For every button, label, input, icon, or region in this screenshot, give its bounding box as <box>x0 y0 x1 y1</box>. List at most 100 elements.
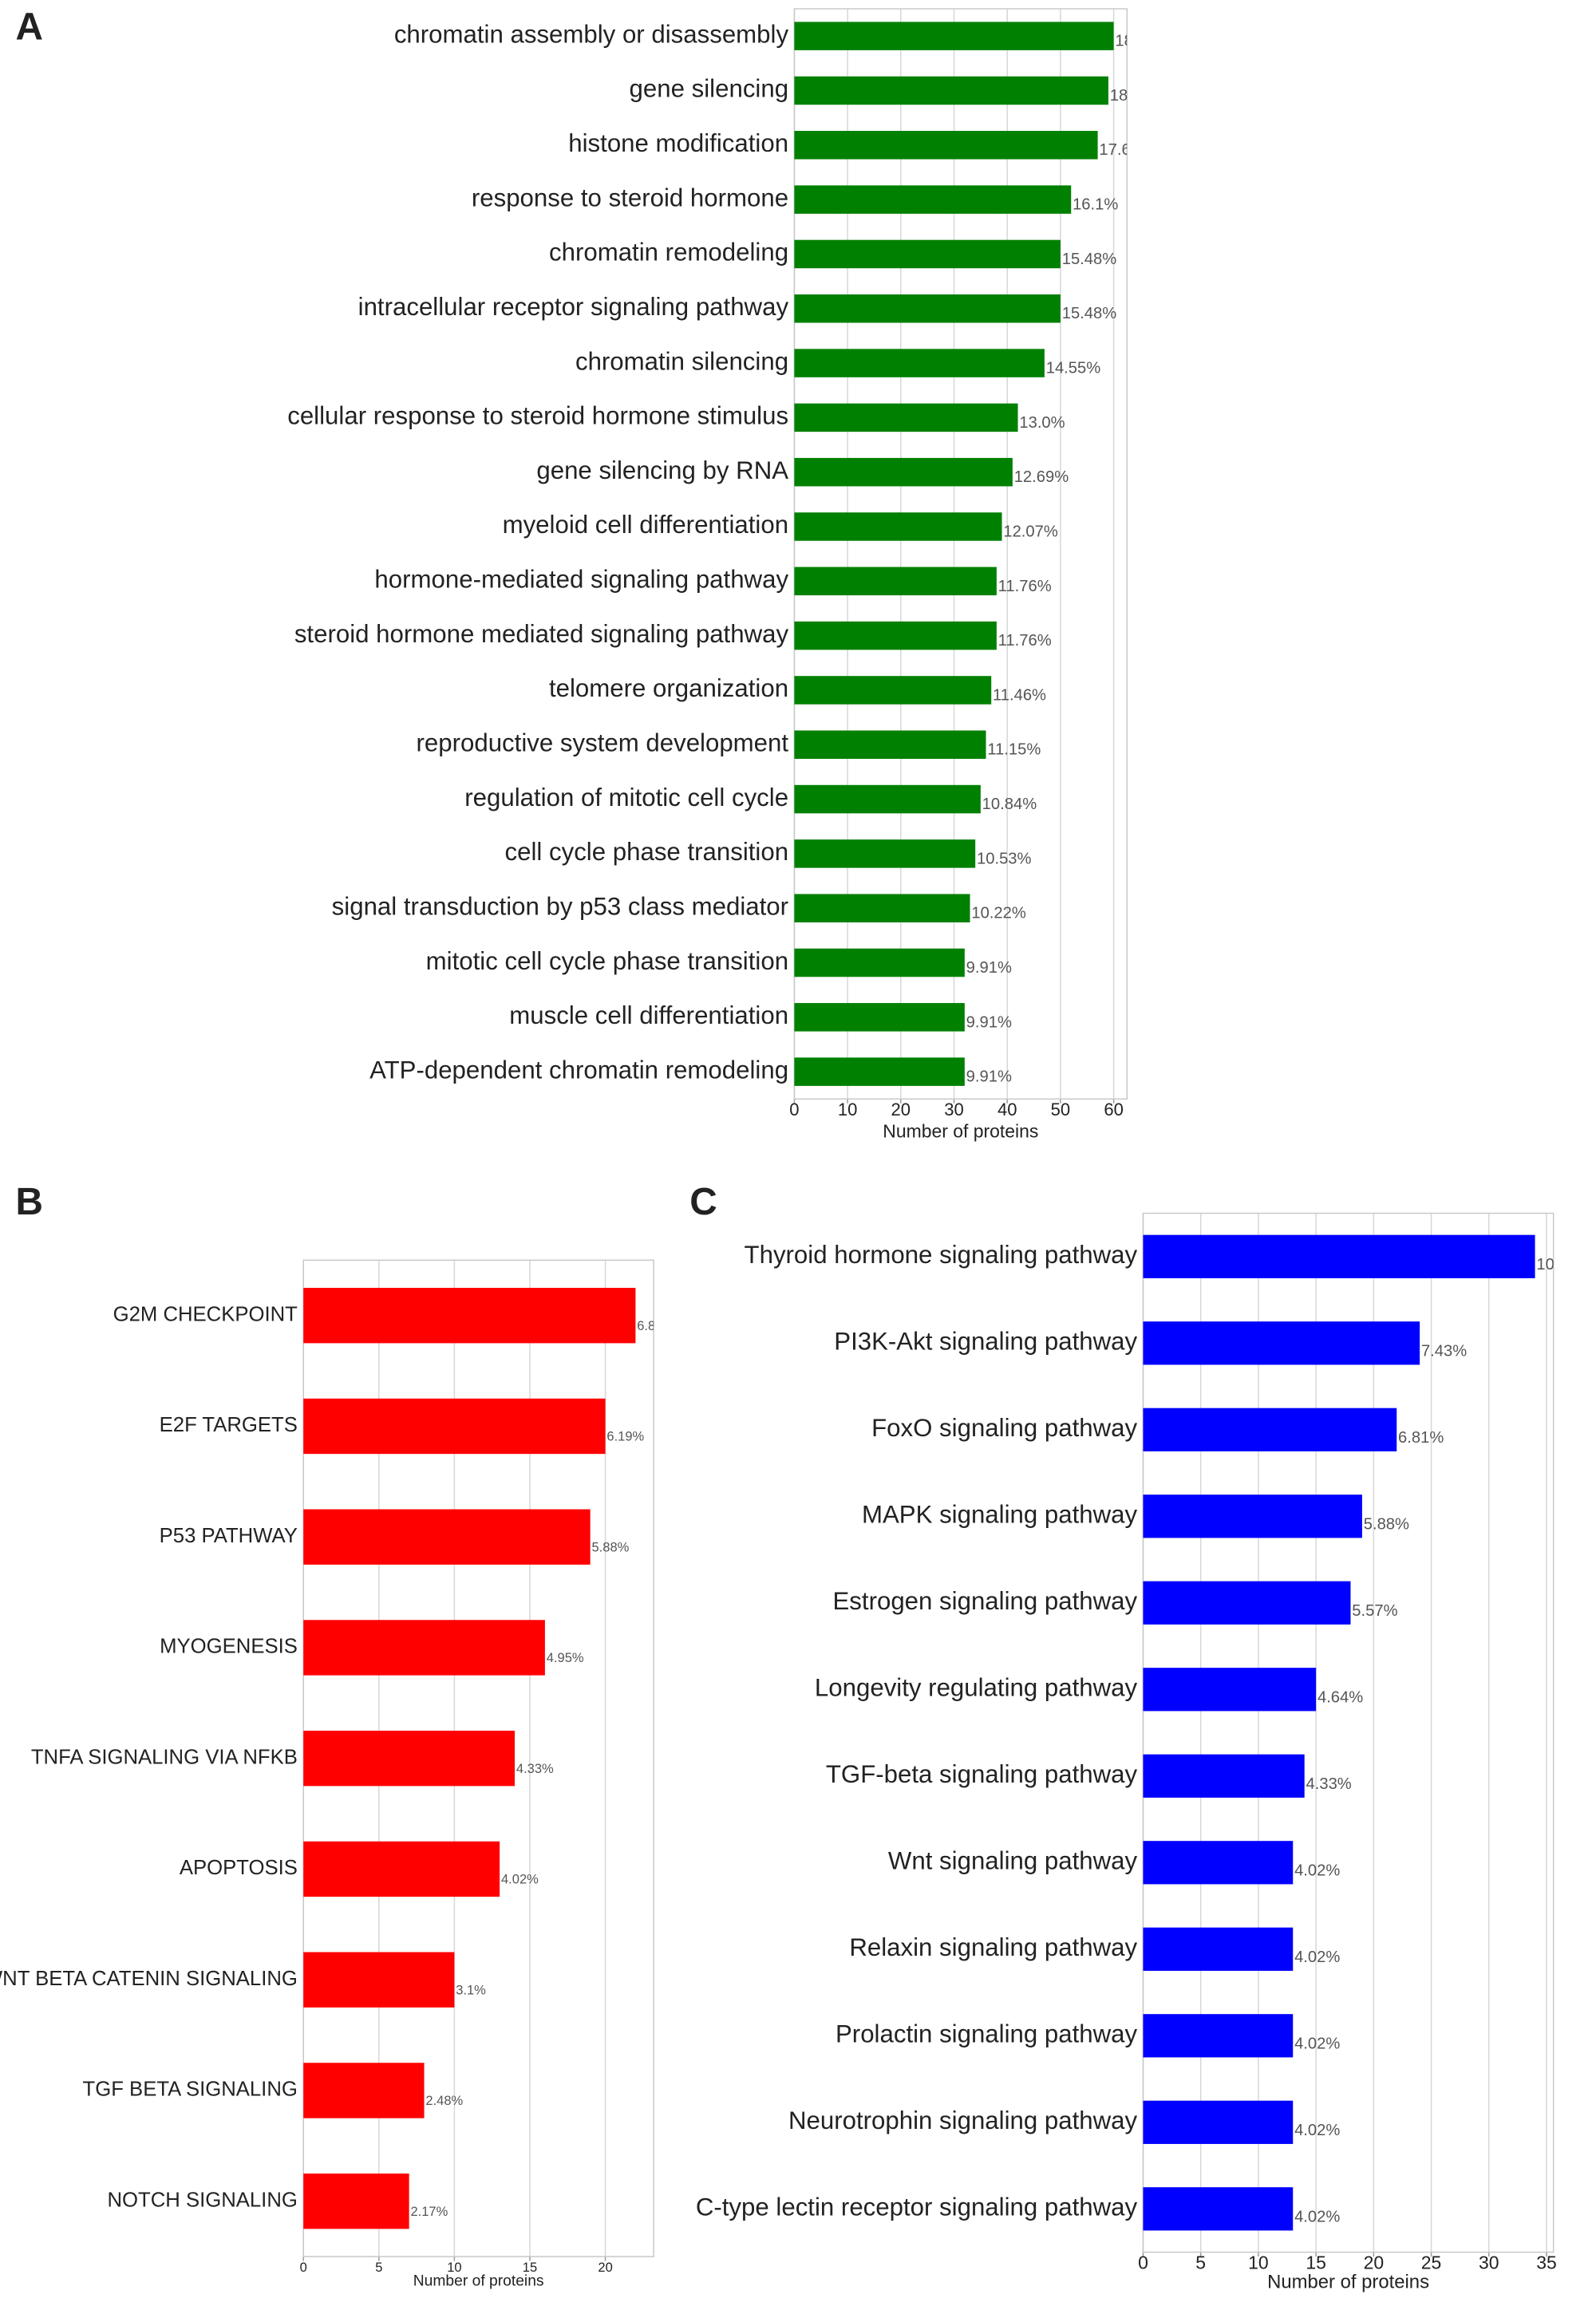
x-axis-label: Number of proteins <box>883 1121 1038 1142</box>
x-axis-label: Number of proteins <box>1267 2271 1429 2292</box>
x-tick-label: 60 <box>1104 1100 1124 1119</box>
plot-frame <box>1142 1212 1555 2253</box>
value-label: 11.15% <box>987 741 1041 759</box>
y-tick-label: histone modification <box>568 129 788 157</box>
x-tick-label: 5 <box>375 2260 382 2275</box>
y-tick-label: WNT BETA CATENIN SIGNALING <box>0 1968 298 1990</box>
x-tick-label: 0 <box>1138 2252 1148 2272</box>
value-label: 7.43% <box>1421 1342 1467 1360</box>
y-tick-label: chromatin remodeling <box>549 239 788 267</box>
bar <box>794 294 1061 323</box>
value-label: 12.07% <box>1003 523 1058 540</box>
bar <box>794 1057 965 1086</box>
x-tick-label: 20 <box>1364 2252 1385 2272</box>
value-label: 10.53% <box>1536 1256 1591 1273</box>
y-tick-label: Wnt signaling pathway <box>888 1847 1138 1875</box>
bar <box>794 676 992 705</box>
y-tick-label: cell cycle phase transition <box>505 838 789 866</box>
y-tick-label: Neurotrophin signaling pathway <box>788 2107 1138 2134</box>
plot-frame <box>793 8 1128 1100</box>
bar <box>794 948 965 977</box>
value-label: 16.1% <box>1073 196 1118 214</box>
bar <box>794 730 986 760</box>
bar <box>794 894 970 922</box>
y-tick-label: cellular response to steroid hormone sti… <box>287 402 788 430</box>
bar <box>303 1288 636 1344</box>
value-label: 4.02% <box>501 1872 539 1887</box>
x-tick-label: 30 <box>944 1100 964 1119</box>
bar <box>794 239 1061 269</box>
bar <box>1143 1234 1535 1278</box>
value-label: 4.95% <box>547 1650 584 1665</box>
y-tick-label: TGF BETA SIGNALING <box>83 2079 298 2101</box>
bar <box>1143 1927 1294 1971</box>
bar <box>1143 2014 1294 2058</box>
bar <box>1143 2187 1294 2231</box>
y-tick-label: gene silencing by RNA <box>536 456 788 484</box>
value-label: 18.27% <box>1110 87 1165 105</box>
x-axis-label: Number of proteins <box>413 2272 544 2289</box>
y-tick-label: C-type lectin receptor signaling pathway <box>696 2193 1138 2221</box>
value-label: 9.91% <box>966 1068 1012 1086</box>
bar <box>303 1509 591 1565</box>
value-label: 12.69% <box>1014 468 1069 486</box>
value-label: 6.81% <box>637 1318 674 1333</box>
bar <box>1143 1754 1305 1798</box>
bar <box>794 457 1013 487</box>
value-label: 15.48% <box>1062 305 1117 322</box>
y-tick-label: Thyroid hormone signaling pathway <box>745 1241 1138 1269</box>
bar <box>794 512 1002 541</box>
y-tick-label: P53 PATHWAY <box>160 1525 298 1547</box>
bar <box>303 1841 500 1897</box>
y-tick-label: chromatin silencing <box>575 347 788 375</box>
x-tick-label: 10 <box>838 1100 858 1119</box>
value-label: 4.33% <box>1306 1775 1352 1793</box>
x-tick-label: 25 <box>1421 2252 1442 2272</box>
y-tick-label: MYOGENESIS <box>160 1636 298 1658</box>
panel-label: B <box>16 1181 43 1223</box>
bar <box>1143 1495 1362 1538</box>
bar <box>1143 1408 1397 1451</box>
bar <box>303 2063 425 2118</box>
bar <box>794 185 1072 214</box>
y-tick-label: signal transduction by p53 class mediato… <box>332 892 788 920</box>
value-label: 4.02% <box>1294 2209 1340 2226</box>
x-tick-label: 20 <box>891 1100 911 1119</box>
bar <box>794 349 1045 377</box>
bar <box>1143 1668 1317 1712</box>
value-label: 3.1% <box>456 1982 486 1997</box>
y-tick-label: reproductive system development <box>417 729 789 757</box>
x-tick-label: 15 <box>523 2260 537 2275</box>
bar <box>794 1003 965 1032</box>
value-label: 15.48% <box>1062 251 1117 268</box>
value-label: 18.58% <box>1115 33 1170 50</box>
bar <box>794 22 1114 50</box>
x-tick-label: 15 <box>1306 2252 1326 2272</box>
value-label: 11.46% <box>993 686 1046 704</box>
y-tick-label: Estrogen signaling pathway <box>833 1587 1138 1615</box>
bar <box>303 1952 455 2008</box>
x-tick-label: 40 <box>998 1100 1017 1119</box>
value-label: 6.81% <box>1398 1429 1444 1447</box>
value-label: 10.84% <box>982 796 1037 813</box>
panel-label: A <box>16 6 43 48</box>
bar <box>794 131 1098 160</box>
y-tick-label: TGF-beta signaling pathway <box>826 1760 1138 1788</box>
value-label: 9.91% <box>966 959 1012 977</box>
value-label: 11.76% <box>998 632 1052 650</box>
y-tick-label: mitotic cell cycle phase transition <box>426 947 788 975</box>
bar <box>1143 2100 1294 2144</box>
y-tick-label: Prolactin signaling pathway <box>836 2020 1138 2048</box>
value-label: 10.22% <box>971 905 1026 922</box>
panel: C 0 5 10 15 20 25 30 35 Thyroid hormone signaling… <box>689 1181 1591 2292</box>
y-tick-label: muscle cell differentiation <box>509 1001 788 1029</box>
panel: A 0 10 20 30 40 50 60 chromatin assembly or disa… <box>16 6 1170 1142</box>
value-label: 6.19% <box>606 1429 644 1444</box>
y-tick-label: myeloid cell differentiation <box>503 511 788 539</box>
value-label: 17.65% <box>1099 141 1154 159</box>
y-tick-label: MAPK signaling pathway <box>862 1501 1138 1529</box>
y-tick-label: response to steroid hormone <box>472 184 788 211</box>
value-label: 9.91% <box>966 1013 1012 1031</box>
bar <box>303 1398 606 1455</box>
